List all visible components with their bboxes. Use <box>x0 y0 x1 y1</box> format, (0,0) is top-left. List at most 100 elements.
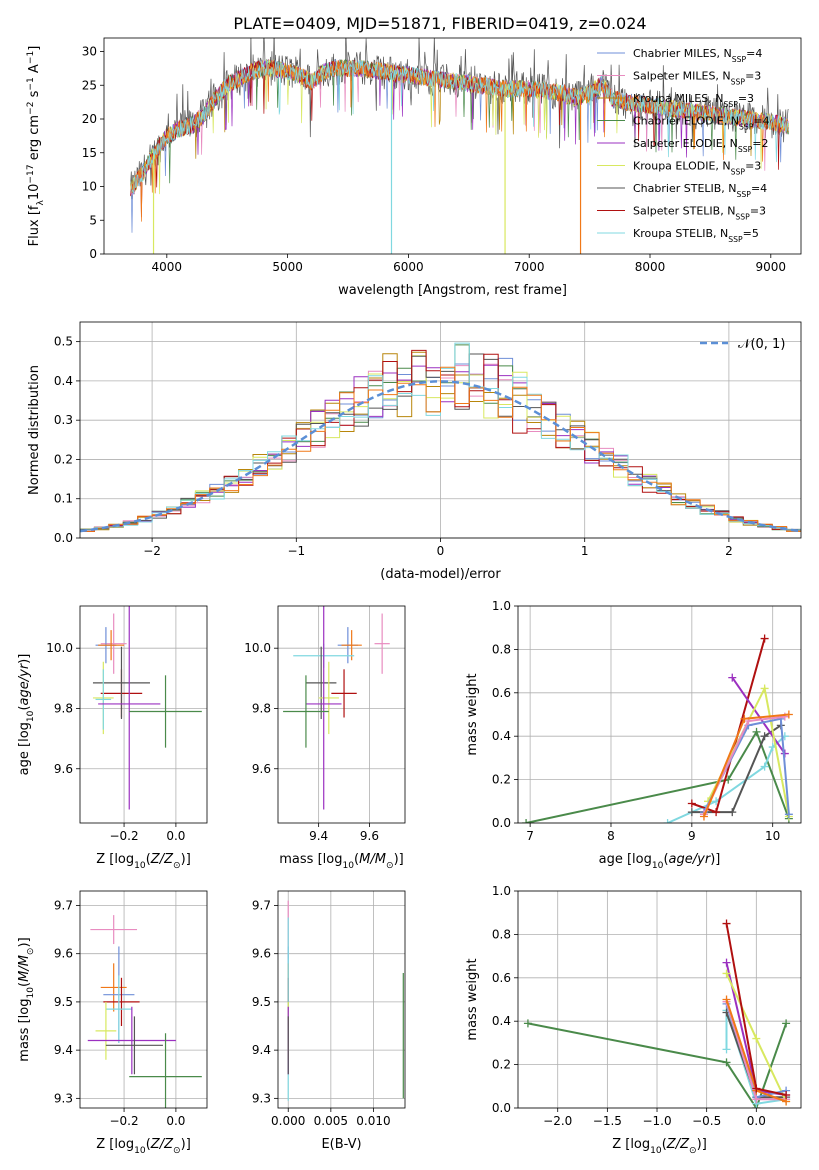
weight-marker-salpeter_elodie <box>722 958 731 967</box>
plot-area-residuals <box>80 342 801 533</box>
y-tick-label: 9.7 <box>54 898 73 912</box>
x-axis-label: (data-model)/error <box>380 567 501 582</box>
plot-area-age_vs_Z <box>92 606 202 810</box>
weight-marker-kroupa_stelib <box>663 819 672 823</box>
x-tick-label: 6000 <box>393 260 424 274</box>
y-axis-label: age [log10(age/yr)] <box>17 654 36 776</box>
x-tick-label: 10 <box>765 829 780 843</box>
legend-label-kroupa_miles: Kroupa MILES, NSSP=3 <box>633 92 754 109</box>
axes-residuals: −2 −1 0 1 2 0.0 0.1 0.2 0.3 0.4 0.5 𝒩(0, 1) (data-mo… <box>27 321 802 582</box>
y-tick-label: 9.3 <box>252 1091 271 1105</box>
weight-marker-chabrier_elodie <box>782 1019 791 1028</box>
x-axis-label: age [log10(age/yr)] <box>599 852 721 871</box>
y-tick-label: 0.4 <box>492 729 511 743</box>
axes-weight_vs_age: 7 8 9 10 0.0 0.2 0.4 0.6 0.8 1.0 age [log10(age/yr… <box>465 599 802 871</box>
y-tick-label: 9.8 <box>252 701 271 715</box>
weight-marker-kroupa_stelib <box>760 762 769 771</box>
legend-label-gauss: 𝒩(0, 1) <box>738 337 785 352</box>
weight-line-chabrier_elodie <box>527 1022 788 1108</box>
plot-area-spectrum <box>130 38 790 254</box>
axes-mass_vs_ebv: 0.000 0.005 0.010 9.3 9.4 9.5 9.6 9.7 E(B-V) <box>252 890 406 1152</box>
weight-marker-orange <box>740 714 749 723</box>
y-tick-label: 0.2 <box>492 1058 511 1072</box>
legend-label-salpeter_miles: Salpeter MILES, NSSP=3 <box>633 70 761 87</box>
spectrum-line-kroupa_stelib <box>130 59 790 194</box>
plot-area-age_vs_mass <box>283 606 390 810</box>
axes-frame <box>79 605 208 824</box>
plot-area-weight_vs_age <box>522 634 793 823</box>
y-axis-label: Normed distribution <box>27 365 42 495</box>
x-tick-label: 0.000 <box>271 1114 305 1128</box>
legend-label-salpeter_stelib: Salpeter STELIB, NSSP=3 <box>633 205 766 222</box>
legend-label-chabrier_elodie: Chabrier ELODIE, NSSP=4 <box>633 115 770 132</box>
y-tick-label: 10.0 <box>46 641 73 655</box>
weight-marker-chabrier_elodie <box>722 1058 731 1067</box>
y-axis-label: mass [log10(M/M⊙)] <box>17 937 36 1061</box>
weight-marker-salpeter_stelib <box>687 799 696 808</box>
y-axis-label: Flux [fλ10−17 erg cm−2 s−1 A−1] <box>26 46 46 247</box>
x-axis-label: wavelength [Angstrom, rest frame] <box>338 283 567 298</box>
y-tick-label: 0.6 <box>492 686 511 700</box>
weight-marker-salpeter_stelib <box>782 1090 791 1099</box>
x-tick-label: 0.0 <box>747 1114 766 1128</box>
y-tick-label: 10 <box>82 180 97 194</box>
y-tick-label: 10.0 <box>244 641 271 655</box>
axes-spectrum: 4000 5000 6000 7000 8000 9000 0 5 10 15 20 25 30 Chab… <box>26 37 802 298</box>
x-axis-label: Z [log10(Z/Z⊙)] <box>96 1137 191 1156</box>
axes-frame <box>517 890 802 1109</box>
y-tick-label: 0.5 <box>54 335 73 349</box>
x-tick-label: −0.2 <box>109 1114 138 1128</box>
x-axis-label: Z [log10(Z/Z⊙)] <box>96 852 191 871</box>
weight-marker-kroupa_elodie <box>760 684 769 693</box>
axes-frame <box>277 890 406 1109</box>
x-tick-label: −1.5 <box>593 1114 622 1128</box>
x-tick-label: −2.0 <box>543 1114 572 1128</box>
x-tick-label: −1 <box>287 544 305 558</box>
x-tick-label: −0.2 <box>109 829 138 843</box>
x-tick-label: 9.6 <box>360 829 379 843</box>
y-axis-label: mass weight <box>465 958 480 1040</box>
y-tick-label: 30 <box>82 45 97 59</box>
gaussian-curve <box>80 380 801 533</box>
y-tick-label: 9.4 <box>252 1043 271 1057</box>
axes-frame <box>103 37 802 255</box>
weight-marker-kroupa_elodie <box>722 969 731 978</box>
x-tick-label: 2 <box>725 544 733 558</box>
y-axis-label: mass weight <box>465 673 480 755</box>
x-tick-label: 8000 <box>635 260 666 274</box>
x-tick-label: 8 <box>607 829 615 843</box>
weight-marker-kroupa_elodie <box>752 1034 761 1043</box>
legend-label-kroupa_stelib: Kroupa STELIB, NSSP=5 <box>633 227 759 244</box>
y-tick-label: 0.4 <box>54 374 73 388</box>
weight-marker-salpeter_stelib <box>722 919 731 928</box>
x-axis-label: E(B-V) <box>321 1137 361 1152</box>
axes-age_vs_mass: 9.4 9.6 9.6 9.8 10.0 mass [log10(M/M⊙)] <box>244 605 406 871</box>
x-tick-label: 0.0 <box>166 1114 185 1128</box>
x-tick-label: 7000 <box>514 260 545 274</box>
weight-line-chabrier_elodie <box>525 729 790 823</box>
weight-line-salpeter_elodie <box>731 677 786 755</box>
y-tick-label: 9.6 <box>54 947 73 961</box>
weight-marker-orange <box>722 995 731 1004</box>
weight-marker-chabrier_elodie <box>523 1019 532 1028</box>
y-tick-label: 9.7 <box>252 898 271 912</box>
x-tick-label: 9000 <box>756 260 787 274</box>
y-tick-label: 9.3 <box>54 1091 73 1105</box>
y-tick-label: 9.4 <box>54 1043 73 1057</box>
x-axis-label: mass [log10(M/M⊙)] <box>279 852 403 871</box>
y-tick-label: 9.5 <box>54 995 73 1009</box>
x-tick-label: 0 <box>437 544 445 558</box>
weight-marker-chabrier_stelib <box>760 732 769 741</box>
weight-marker-orange <box>784 710 793 719</box>
legend-label-salpeter_elodie: Salpeter ELODIE, NSSP=2 <box>633 137 769 154</box>
x-tick-label: 1 <box>581 544 589 558</box>
axes-mass_vs_Z: −0.2 0.0 9.3 9.4 9.5 9.6 9.7 Z [log10(Z/Z⊙)] mas… <box>17 890 208 1156</box>
y-tick-label: 9.8 <box>54 701 73 715</box>
y-tick-label: 0.4 <box>492 1014 511 1028</box>
weight-marker-chabrier_elodie <box>752 727 761 736</box>
y-tick-label: 9.6 <box>252 762 271 776</box>
y-tick-label: 0.0 <box>492 816 511 830</box>
x-tick-label: −1.0 <box>642 1114 671 1128</box>
y-tick-label: 25 <box>82 78 97 92</box>
